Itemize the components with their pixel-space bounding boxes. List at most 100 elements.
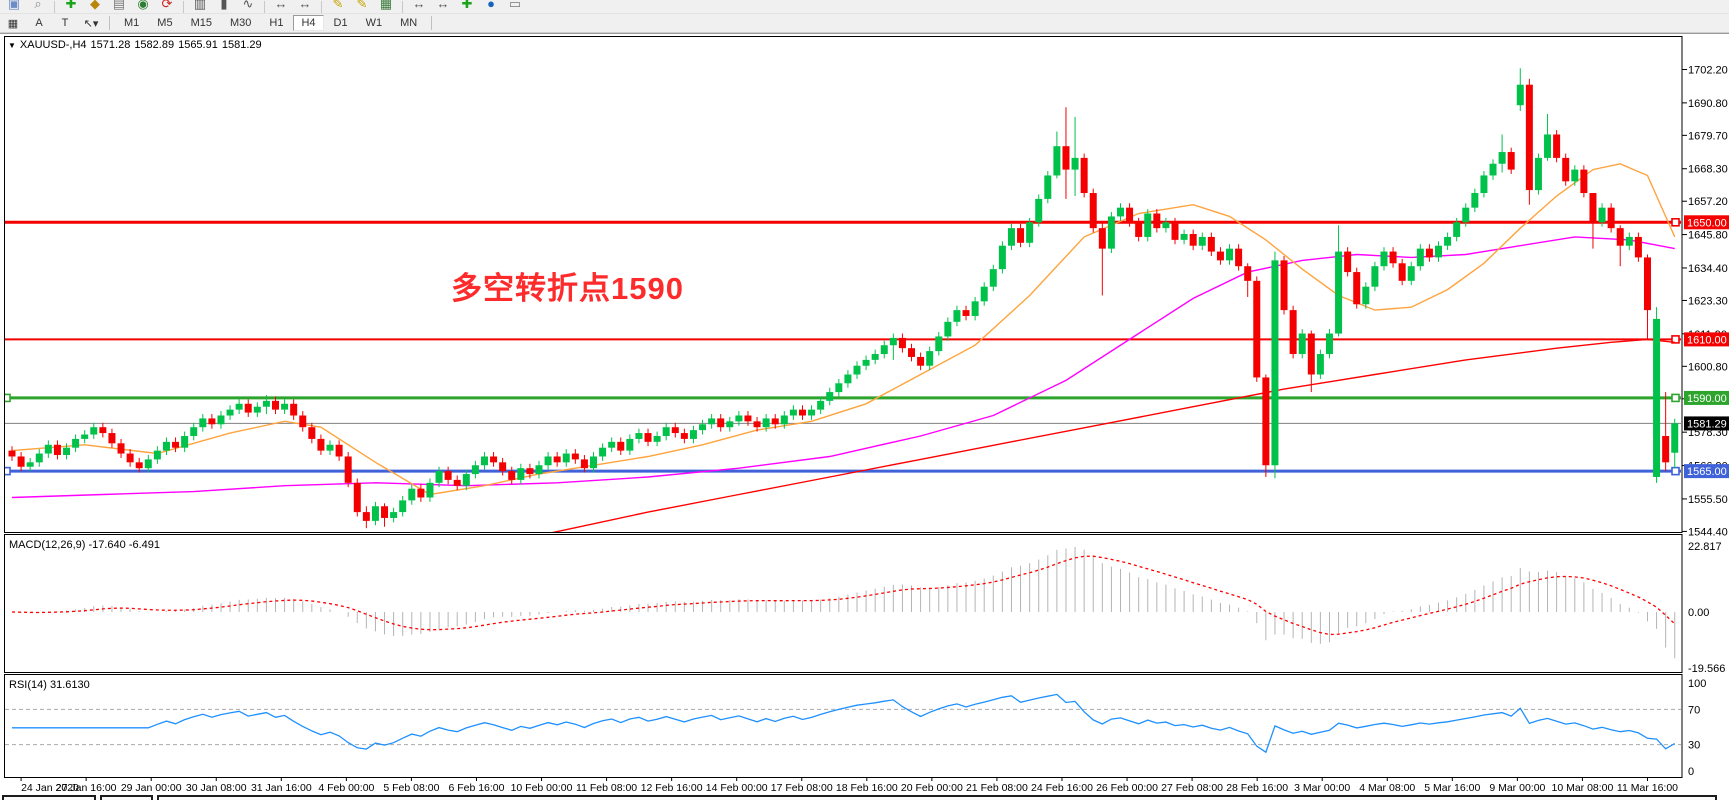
chart-window[interactable]: ▼ XAUUSD-,H4 1571.28 1582.89 1565.91 1581.29 … [0, 33, 1729, 793]
candle-chart-icon[interactable]: ▮ [220, 0, 228, 11]
candle-body [144, 459, 152, 469]
candle-body [108, 433, 116, 444]
macd-axis-label: -19.566 [1688, 663, 1725, 675]
zoom-icon[interactable]: ⌕ [34, 0, 42, 11]
candle-body [1026, 222, 1034, 243]
candle-body [262, 400, 270, 407]
resize-h-icon[interactable]: ↔ [274, 0, 288, 11]
candle-body [953, 310, 961, 322]
candle-body [1007, 228, 1015, 246]
text-a-icon[interactable]: A [35, 17, 43, 29]
new-chart-plus-icon[interactable]: ✚ [65, 0, 77, 11]
add-indicator-plus-icon[interactable]: ✚ [461, 0, 473, 11]
timeframe-button-m15[interactable]: M15 [190, 17, 212, 29]
candle-body [1525, 84, 1533, 191]
candle-body [317, 438, 325, 451]
table-icon[interactable]: ▦ [379, 0, 393, 11]
diamond-icon[interactable]: ◆ [90, 0, 100, 11]
chart-dropdown-icon[interactable]: ▼ [8, 41, 16, 50]
date-label: 17 Feb 08:00 [771, 782, 833, 793]
candle-body [571, 453, 579, 460]
price-tick-label: 1623.30 [1688, 295, 1728, 307]
timeframe-button-h4[interactable]: H4 [293, 15, 324, 31]
candle-body [35, 453, 43, 463]
date-label: 10 Mar 08:00 [1551, 782, 1613, 793]
candle-body [72, 438, 80, 448]
timeframe-button-m1[interactable]: M1 [124, 17, 140, 29]
ruler-icon[interactable]: ▭ [508, 0, 522, 11]
candle-body [989, 269, 997, 287]
timeframe-button-w1[interactable]: W1 [365, 17, 383, 29]
current-price-badge [1684, 416, 1729, 431]
candle-body [1316, 354, 1324, 375]
candle-body [944, 321, 952, 337]
candle-body [1017, 228, 1025, 243]
candle-body [1398, 263, 1406, 281]
status-segment [100, 795, 153, 800]
date-label: 24 Jan 2020 [21, 782, 79, 793]
candle-body [126, 453, 134, 463]
date-label: 20 Feb 00:00 [901, 782, 963, 793]
candle-body [1643, 257, 1651, 311]
main-pane-border [4, 36, 1683, 533]
grid-icon[interactable]: ▦ [7, 17, 19, 30]
candle-body [590, 456, 598, 469]
candle-body [1153, 213, 1161, 229]
macd-pane[interactable] [11, 547, 1676, 659]
timeframe-button-m30[interactable]: M30 [229, 17, 252, 29]
date-label: 12 Feb 16:00 [641, 782, 703, 793]
candle-body [708, 418, 716, 425]
resize-h-icon[interactable]: ↔ [412, 0, 426, 11]
candle-body [308, 427, 316, 439]
rsi-pane[interactable] [5, 693, 1682, 754]
candle-body [208, 418, 216, 425]
candle-body [926, 351, 934, 366]
sphere-icon[interactable]: ● [487, 0, 495, 11]
rsi-axis-label: 0 [1688, 766, 1694, 778]
hline-right-handle[interactable] [1671, 217, 1680, 227]
pencil-icon[interactable]: ✎ [356, 0, 368, 11]
candle-body [1444, 236, 1452, 246]
timeframe-button-m5[interactable]: M5 [157, 17, 173, 29]
candle-body [399, 500, 407, 513]
candle-body [90, 427, 98, 435]
hline-right-handle[interactable] [1671, 466, 1680, 476]
hline-left-handle[interactable] [3, 393, 11, 403]
pencil-icon[interactable]: ✎ [332, 0, 344, 11]
print-icon[interactable]: ▤ [112, 0, 126, 11]
resize-h-icon[interactable]: ↔ [436, 0, 450, 11]
date-label: 3 Mar 00:00 [1294, 782, 1350, 793]
price-pane[interactable] [3, 68, 1682, 535]
candle-body [553, 456, 561, 463]
candle-body [671, 427, 679, 434]
candle-body [1580, 169, 1588, 194]
text-label-icon[interactable]: T [61, 17, 69, 29]
bar-chart-icon[interactable]: ▥ [193, 0, 207, 11]
hline-right-handle[interactable] [1671, 393, 1680, 403]
hline-right-handle[interactable] [1671, 335, 1680, 344]
candle-body [1344, 251, 1352, 273]
window-icon[interactable]: ▣ [7, 0, 21, 11]
refresh-icon[interactable]: ⟳ [161, 0, 173, 11]
candle-body [998, 245, 1006, 270]
candle-body [980, 286, 988, 302]
hline-left-handle[interactable] [3, 466, 11, 476]
candle-body [1353, 272, 1361, 305]
timeframe-button-d1[interactable]: D1 [333, 17, 348, 29]
candle-body [1589, 193, 1597, 223]
candle-body [789, 409, 797, 416]
chart-annotation-text: 多空转折点1590 [451, 271, 684, 306]
globe-icon[interactable]: ◉ [137, 0, 149, 11]
toolbar-separator [109, 16, 110, 30]
candle-body [353, 482, 361, 513]
line-chart-icon[interactable]: ∿ [242, 0, 254, 11]
toolbar-separator [264, 1, 265, 13]
cursor-dropdown-icon[interactable]: ↖▾ [83, 17, 99, 30]
timeframe-button-h1[interactable]: H1 [269, 17, 284, 29]
candle-body [244, 403, 252, 413]
candle-body [562, 453, 570, 463]
resize-h-icon[interactable]: ↔ [298, 0, 312, 11]
timeframe-button-mn[interactable]: MN [400, 17, 418, 29]
date-label: 26 Feb 00:00 [1096, 782, 1158, 793]
chart-canvas[interactable]: 1702.20 1690.80 1679.70 1668.30 1657.20 1645.… [0, 34, 1729, 793]
